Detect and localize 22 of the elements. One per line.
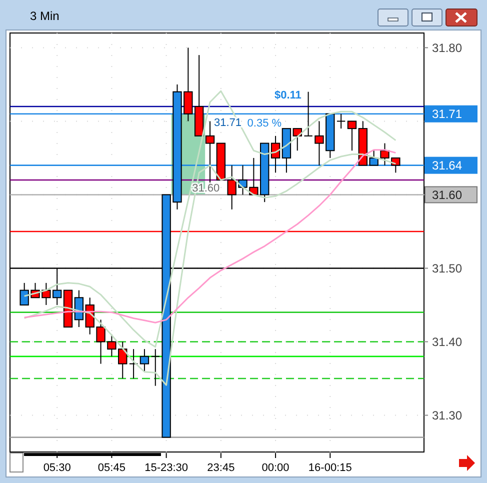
candlestick <box>140 348 150 372</box>
candlestick <box>304 91 313 136</box>
ref-line-label: 31.60 <box>432 188 462 202</box>
annotation: 31.71 <box>214 116 242 129</box>
x-tick-label: 23:45 <box>207 462 235 474</box>
y-tick-label: 31.50 <box>432 261 462 276</box>
candlestick <box>336 113 346 130</box>
x-tick-label: 05:30 <box>43 462 71 474</box>
y-tick-label: 31.40 <box>432 334 462 349</box>
annotation: 0.35 % <box>247 118 282 130</box>
candlestick <box>150 348 160 386</box>
x-tick-label: 00:00 <box>262 462 290 474</box>
chart-title: 3 Min <box>30 9 60 23</box>
y-tick-label: 31.30 <box>432 408 462 422</box>
y-tick-label: 31.80 <box>432 40 462 55</box>
candlestick <box>347 120 357 152</box>
x-tick-label: 16-00:15 <box>308 462 352 474</box>
annotation: $0.11 <box>274 90 302 102</box>
ref-line-label: 31.64 <box>432 158 462 173</box>
x-tick-label: 05:45 <box>98 462 126 474</box>
x-tick-label: 15-23:30 <box>144 462 188 474</box>
ref-line-label: 31.71 <box>432 107 462 122</box>
